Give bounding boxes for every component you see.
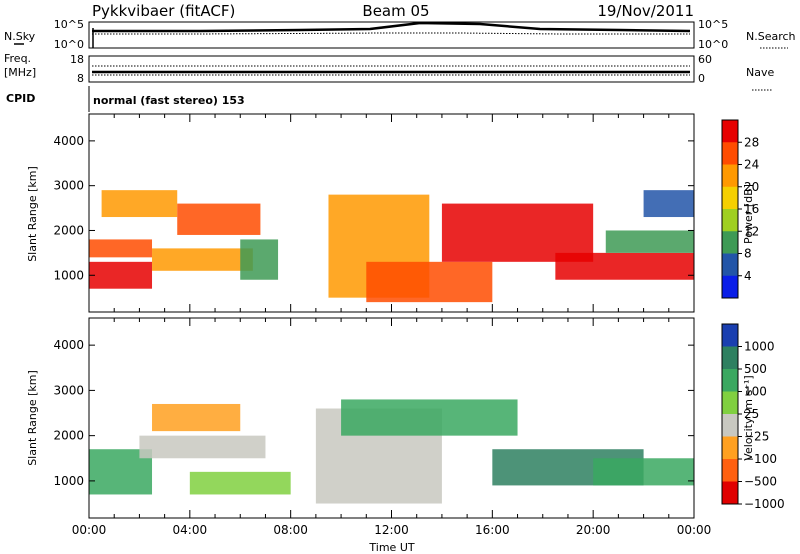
- power-colorbar-segment: [722, 164, 738, 188]
- velocity-colorbar-tick-label: 100: [744, 385, 767, 399]
- nsky-tick-top: 10^5: [54, 18, 84, 31]
- power-data-region: [89, 261, 153, 289]
- power-colorbar-segment: [722, 209, 738, 232]
- power-colorbar-tick-label: 12: [744, 224, 759, 238]
- power-ytick-label: 3000: [53, 179, 84, 193]
- power-colorbar-segment: [722, 231, 738, 254]
- velocity-xtick-label: 20:00: [576, 523, 611, 537]
- power-data-region: [555, 252, 694, 280]
- velocity-ytick-label: 2000: [53, 429, 84, 443]
- power-data-region: [177, 203, 261, 235]
- freq-unit-label: [MHz]: [4, 66, 36, 79]
- velocity-ytick-label: 1000: [53, 474, 84, 488]
- nsky-label: N.Sky: [4, 30, 36, 43]
- velocity-colorbar-tick-label: −25: [744, 430, 769, 444]
- velocity-xtick-label: 04:00: [173, 523, 208, 537]
- nsearch-tick-bottom: 10^0: [698, 38, 728, 51]
- freq-tick-bottom: 8: [77, 72, 84, 85]
- station-title: Pykkvibaer (fitACF): [92, 2, 235, 20]
- power-colorbar-tick-label: 16: [744, 202, 759, 216]
- power-colorbar-tick-label: 4: [744, 269, 752, 283]
- velocity-colorbar-segment: [722, 369, 738, 392]
- velocity-ytick-label: 3000: [53, 383, 84, 397]
- power-colorbar-segment: [722, 142, 738, 165]
- power-colorbar-tick-label: 8: [744, 247, 752, 261]
- velocity-data-region: [593, 458, 694, 486]
- velocity-colorbar-tick-label: 1000: [744, 340, 775, 354]
- power-data-region: [366, 261, 493, 303]
- power-data-region: [643, 190, 694, 218]
- velocity-xtick-label: 08:00: [273, 523, 308, 537]
- velocity-colorbar-segment: [722, 414, 738, 437]
- velocity-colorbar-tick-label: −1000: [744, 497, 785, 511]
- velocity-panel: 1000 2000 3000 4000 00:00 04:00 08:00 12:00 16:0…: [53, 317, 785, 537]
- velocity-colorbar-tick-label: 25: [744, 407, 759, 421]
- velocity-colorbar-segment: [722, 436, 738, 460]
- power-colorbar-segment: [722, 253, 738, 277]
- velocity-colorbar-segment: [722, 346, 738, 370]
- power-colorbar-tick-label: 24: [744, 158, 759, 172]
- velocity-xtick-label: 00:00: [677, 523, 712, 537]
- power-panel: 1000 2000 3000 4000 28 24 20 16 12 8 4: [53, 113, 759, 313]
- velocity-colorbar-tick-label: −100: [744, 452, 777, 466]
- power-data-region: [152, 248, 253, 271]
- velocity-colorbar-label: Velocity [m s⁻¹]: [742, 375, 755, 460]
- freq-tick-top: 18: [70, 53, 84, 66]
- velocity-data-region: [189, 471, 291, 495]
- time-xlabel: Time UT: [368, 541, 414, 554]
- nave-tick-bottom: 0: [698, 72, 705, 85]
- power-colorbar-segment: [722, 186, 738, 210]
- freq-label: Freq.: [4, 52, 31, 65]
- power-ylabel: Slant Range [km]: [26, 166, 39, 262]
- power-data-region: [441, 203, 594, 262]
- velocity-xtick-label: 00:00: [72, 523, 107, 537]
- power-colorbar-tick-label: 20: [744, 180, 759, 194]
- velocity-colorbar-tick-label: −500: [744, 475, 777, 489]
- velocity-data-region: [139, 435, 266, 459]
- power-data-region: [101, 190, 178, 218]
- velocity-colorbar-segment: [722, 459, 738, 482]
- nsearch-tick-top: 10^5: [698, 18, 728, 31]
- velocity-xtick-label: 12:00: [374, 523, 409, 537]
- nsky-strip: [88, 21, 695, 49]
- cpid-label: CPID: [6, 92, 35, 105]
- velocity-ylabel: Slant Range [km]: [26, 370, 39, 466]
- power-data-region: [89, 239, 153, 258]
- power-ytick-label: 4000: [53, 134, 84, 148]
- nave-label: Nave: [746, 66, 774, 79]
- power-colorbar-segment: [722, 275, 738, 299]
- velocity-data-region: [152, 403, 241, 432]
- cpid-text: normal (fast stereo) 153: [93, 94, 245, 107]
- nsearch-label: N.Search: [746, 30, 796, 43]
- power-data-region: [605, 230, 694, 253]
- date-title: 19/Nov/2011: [597, 2, 694, 20]
- velocity-colorbar-segment: [722, 481, 738, 505]
- freq-strip: [88, 55, 695, 83]
- velocity-data-region: [341, 399, 518, 436]
- power-colorbar-segment: [722, 120, 738, 143]
- nave-tick-top: 60: [698, 53, 712, 66]
- velocity-colorbar-tick-label: 500: [744, 362, 767, 376]
- velocity-colorbar-segment: [722, 391, 738, 415]
- power-ytick-label: 2000: [53, 223, 84, 237]
- velocity-colorbar-segment: [722, 324, 738, 347]
- power-data-region: [240, 239, 279, 280]
- power-colorbar-label: Power [dB]: [742, 184, 755, 244]
- power-ytick-label: 1000: [53, 268, 84, 282]
- power-colorbar-tick-label: 28: [744, 135, 759, 149]
- beam-title: Beam 05: [362, 2, 429, 20]
- velocity-xtick-label: 16:00: [475, 523, 510, 537]
- velocity-ytick-label: 4000: [53, 338, 84, 352]
- nsky-tick-bottom: 10^0: [54, 38, 84, 51]
